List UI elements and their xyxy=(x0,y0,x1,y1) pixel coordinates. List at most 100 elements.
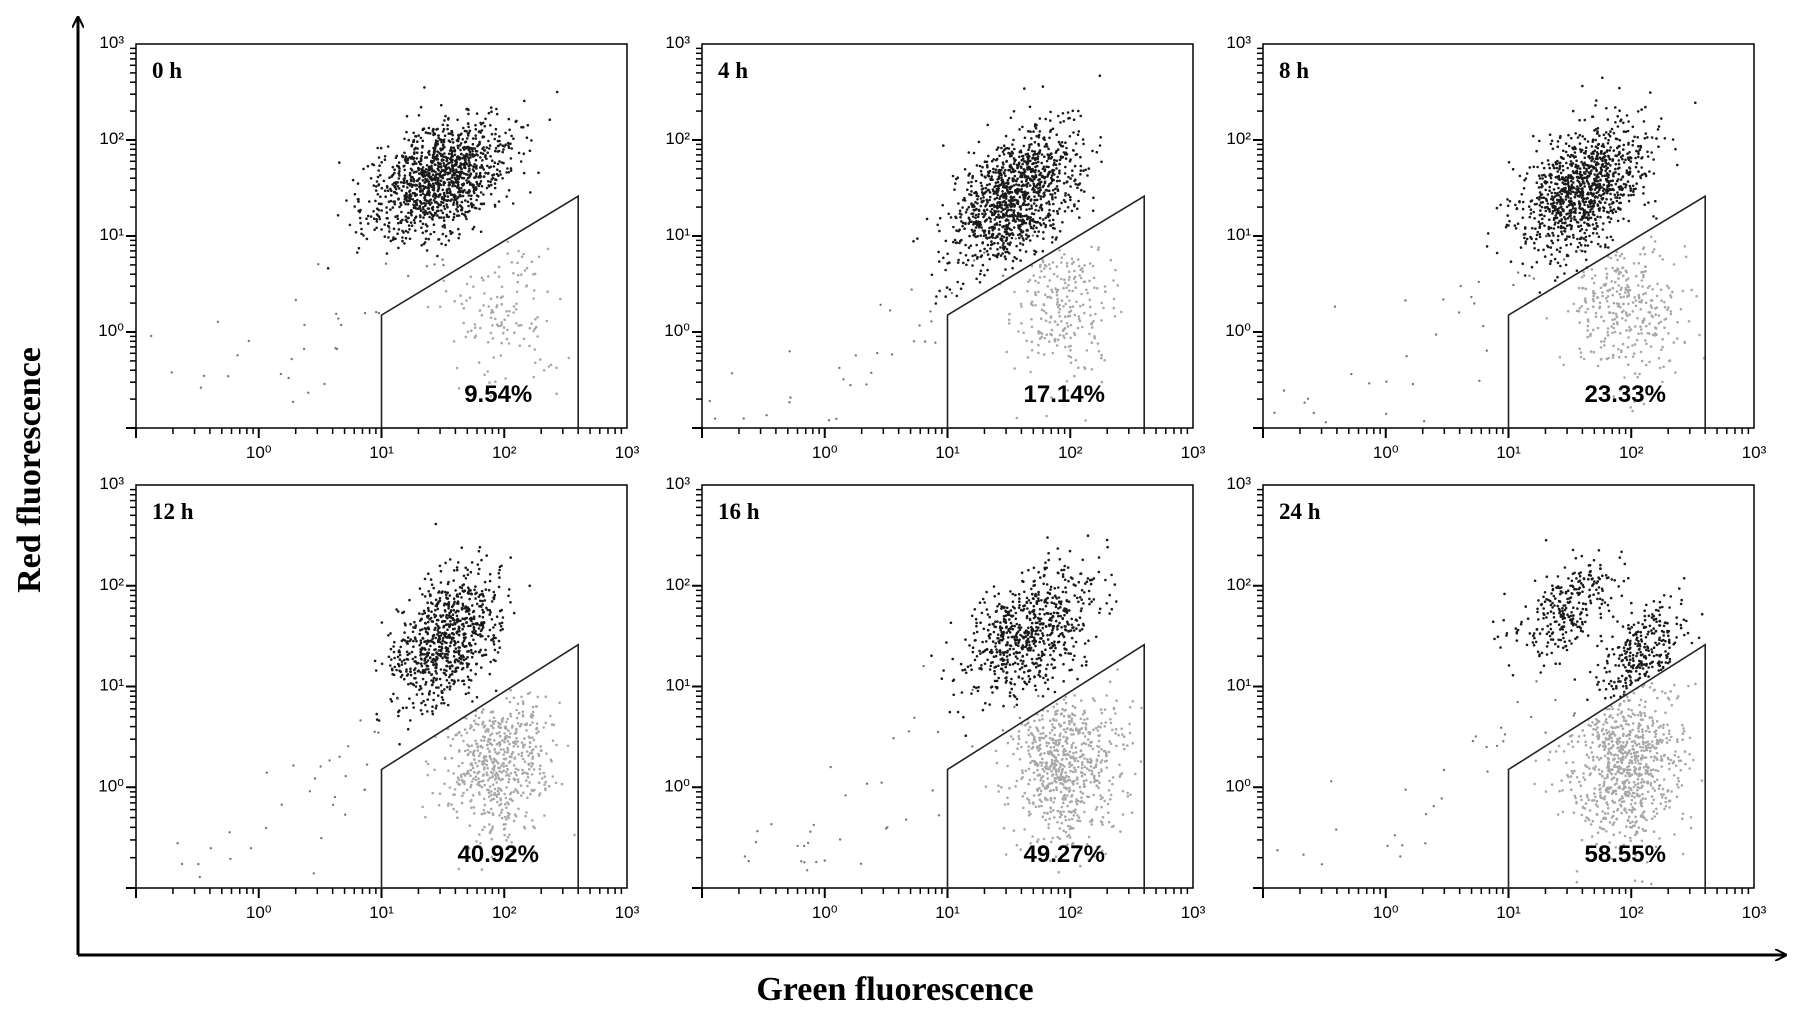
data-point xyxy=(433,211,437,215)
data-point xyxy=(405,193,408,197)
data-point xyxy=(1583,185,1586,188)
data-point xyxy=(713,417,717,420)
data-point xyxy=(421,184,425,188)
data-point xyxy=(980,184,983,188)
data-point xyxy=(430,160,433,164)
data-point xyxy=(934,302,938,305)
y-tick-label: 10² xyxy=(665,129,690,148)
data-point xyxy=(1618,152,1621,155)
data-point xyxy=(971,230,975,234)
data-point xyxy=(993,226,996,229)
data-point xyxy=(492,626,495,629)
data-point xyxy=(424,680,428,684)
data-point xyxy=(1616,193,1620,197)
data-point xyxy=(376,214,380,217)
data-point xyxy=(1549,176,1553,180)
data-point xyxy=(428,203,432,206)
data-point xyxy=(396,232,399,235)
data-point xyxy=(414,183,418,187)
gated-point xyxy=(1629,328,1633,331)
x-tick-label: 10¹ xyxy=(935,443,960,462)
data-point xyxy=(418,632,422,636)
data-point xyxy=(1569,219,1573,223)
data-point xyxy=(1538,191,1542,194)
data-point xyxy=(1595,163,1598,167)
gated-point xyxy=(518,344,522,348)
data-point xyxy=(1523,179,1526,182)
x-tick-label: 10¹ xyxy=(1496,443,1521,462)
data-point xyxy=(1055,185,1059,188)
gated-point xyxy=(1104,290,1107,294)
gated-point xyxy=(1672,341,1676,344)
data-point xyxy=(427,175,430,178)
y-tick-label: 10⁰ xyxy=(1225,321,1251,340)
data-point xyxy=(394,215,397,218)
gated-point xyxy=(1088,305,1092,309)
data-point xyxy=(445,159,449,162)
data-point xyxy=(403,181,406,185)
data-point xyxy=(1552,166,1556,170)
data-point xyxy=(408,697,411,700)
data-point xyxy=(389,239,393,243)
gated-point xyxy=(1616,322,1619,326)
data-point xyxy=(1584,163,1588,167)
gated-point xyxy=(1672,263,1676,266)
data-point xyxy=(854,354,857,357)
data-point xyxy=(432,127,435,131)
gated-point xyxy=(1663,305,1667,309)
gated-point xyxy=(1621,266,1624,270)
data-point xyxy=(1017,212,1020,216)
gated-point xyxy=(1030,340,1034,344)
data-point xyxy=(1004,134,1008,138)
data-point xyxy=(431,208,435,211)
data-point xyxy=(948,288,952,291)
data-point xyxy=(421,166,425,169)
gated-point xyxy=(1069,336,1072,340)
gated-point xyxy=(1655,306,1659,309)
data-point xyxy=(1614,196,1617,199)
data-point xyxy=(1051,218,1055,222)
data-point xyxy=(385,217,389,220)
data-point xyxy=(465,162,468,165)
data-point xyxy=(952,240,955,244)
gated-point xyxy=(473,323,477,326)
data-point xyxy=(1628,184,1632,188)
data-point xyxy=(941,203,944,207)
data-point xyxy=(934,341,937,344)
x-tick-label: 10² xyxy=(492,903,517,922)
data-point xyxy=(1015,183,1018,186)
data-point xyxy=(462,182,466,185)
data-point xyxy=(912,240,915,243)
gated-point xyxy=(1093,286,1096,290)
data-point xyxy=(479,230,483,233)
data-point xyxy=(1559,224,1563,228)
data-point xyxy=(1028,239,1032,242)
data-point xyxy=(495,107,498,111)
data-point xyxy=(1559,202,1562,206)
data-point xyxy=(418,204,422,208)
data-point xyxy=(1056,175,1059,179)
data-point xyxy=(376,175,380,179)
data-point xyxy=(441,147,445,150)
data-point xyxy=(1523,227,1527,230)
data-point xyxy=(1622,161,1626,164)
data-point xyxy=(456,184,460,188)
data-point xyxy=(1019,212,1022,216)
gated-point xyxy=(1614,280,1617,284)
data-point xyxy=(1004,207,1007,210)
data-point xyxy=(1004,147,1007,150)
data-point xyxy=(1599,171,1602,174)
data-point xyxy=(1591,210,1595,214)
data-point xyxy=(1527,205,1531,208)
data-point xyxy=(1551,147,1555,151)
data-point xyxy=(356,182,360,185)
data-point xyxy=(1002,171,1006,174)
gated-point xyxy=(1073,313,1077,317)
data-point xyxy=(1059,121,1062,124)
gated-point xyxy=(1657,314,1661,317)
data-point xyxy=(457,561,460,564)
data-point xyxy=(1556,170,1559,173)
data-point xyxy=(1554,221,1557,224)
gated-point xyxy=(1622,295,1625,299)
